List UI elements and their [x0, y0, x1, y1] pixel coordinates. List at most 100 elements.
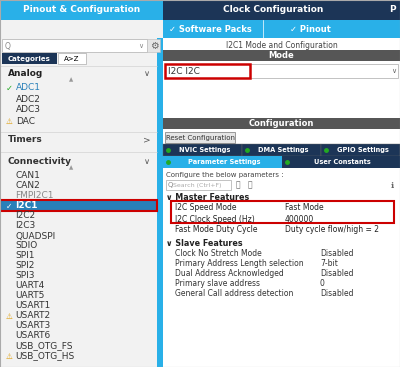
- Text: ⚠: ⚠: [6, 352, 13, 360]
- Bar: [321, 144, 400, 156]
- Text: Ⓡ: Ⓡ: [236, 181, 240, 189]
- Text: Parameter Settings: Parameter Settings: [188, 159, 260, 165]
- Text: GPIO Settings: GPIO Settings: [336, 147, 388, 153]
- Text: Clock Configuration: Clock Configuration: [223, 6, 324, 15]
- Text: Clock No Stretch Mode: Clock No Stretch Mode: [175, 248, 262, 258]
- Text: Disabled: Disabled: [320, 288, 354, 298]
- Text: Ⓢ: Ⓢ: [248, 181, 252, 189]
- Bar: [166, 180, 231, 190]
- Text: SPI3: SPI3: [15, 272, 34, 280]
- Text: ℹ: ℹ: [390, 181, 394, 189]
- Text: FMPI2C1: FMPI2C1: [15, 192, 54, 200]
- Bar: [163, 50, 400, 61]
- Text: ADC3: ADC3: [16, 105, 41, 115]
- Text: 7-bit: 7-bit: [320, 258, 338, 268]
- Text: ∨: ∨: [144, 69, 150, 77]
- Text: I2C1: I2C1: [15, 201, 38, 211]
- Text: I2C I2C: I2C I2C: [168, 66, 200, 76]
- Bar: [0, 20, 163, 38]
- Text: P: P: [389, 6, 395, 15]
- Text: 400000: 400000: [285, 214, 314, 224]
- Text: DAC: DAC: [16, 116, 35, 126]
- Text: 0: 0: [320, 279, 325, 287]
- Bar: [163, 0, 384, 20]
- Text: CAN1: CAN1: [15, 171, 40, 181]
- Text: ∨: ∨: [138, 43, 144, 49]
- Bar: [163, 144, 242, 156]
- Text: User Constants: User Constants: [314, 159, 371, 165]
- Bar: [0, 200, 157, 211]
- Text: ✓: ✓: [6, 84, 13, 92]
- Text: Fast Mode Duty Cycle: Fast Mode Duty Cycle: [175, 225, 258, 235]
- Bar: [282, 156, 400, 168]
- Bar: [0, 38, 163, 367]
- Text: I2C Speed Mode: I2C Speed Mode: [175, 203, 236, 212]
- Text: ∨ Slave Features: ∨ Slave Features: [166, 239, 243, 247]
- Text: Duty cycle flow/high = 2: Duty cycle flow/high = 2: [285, 225, 379, 235]
- Text: ADC1: ADC1: [16, 84, 41, 92]
- Text: USB_OTG_FS: USB_OTG_FS: [15, 342, 72, 350]
- Text: ∨: ∨: [144, 156, 150, 166]
- Text: SPI1: SPI1: [15, 251, 34, 261]
- Text: SDIO: SDIO: [15, 241, 37, 251]
- Bar: [163, 156, 282, 168]
- Text: USART6: USART6: [15, 331, 50, 341]
- Text: Primary slave address: Primary slave address: [175, 279, 260, 287]
- Text: I2C1 Mode and Configuration: I2C1 Mode and Configuration: [226, 40, 337, 50]
- Bar: [165, 64, 398, 78]
- Text: Categories: Categories: [8, 56, 50, 62]
- Text: UART5: UART5: [15, 291, 44, 301]
- Text: Reset Configuration: Reset Configuration: [166, 135, 234, 141]
- Bar: [165, 64, 250, 78]
- Text: USART3: USART3: [15, 321, 50, 331]
- Text: USART1: USART1: [15, 302, 50, 310]
- Text: ∨: ∨: [392, 68, 396, 74]
- Text: ⚙: ⚙: [150, 41, 158, 51]
- Text: Q: Q: [5, 41, 11, 51]
- Text: Analog: Analog: [8, 69, 43, 77]
- Text: UART4: UART4: [15, 281, 44, 291]
- Text: I2C2: I2C2: [15, 211, 35, 221]
- Text: Timers: Timers: [8, 135, 43, 145]
- Text: Configure the below parameters :: Configure the below parameters :: [166, 172, 284, 178]
- Bar: [163, 118, 400, 129]
- Text: Pinout & Configuration: Pinout & Configuration: [23, 6, 140, 15]
- Text: ✓ Software Packs: ✓ Software Packs: [169, 25, 251, 33]
- Text: ✓: ✓: [6, 201, 12, 211]
- Bar: [384, 20, 400, 38]
- Bar: [2, 39, 147, 52]
- Text: QUADSPI: QUADSPI: [15, 232, 55, 240]
- Text: NVIC Settings: NVIC Settings: [179, 147, 230, 153]
- Text: Disabled: Disabled: [320, 269, 354, 277]
- Text: ∨ Master Features: ∨ Master Features: [166, 193, 249, 201]
- Text: ADC2: ADC2: [16, 94, 41, 103]
- Bar: [384, 0, 400, 20]
- Text: Configuration: Configuration: [249, 120, 314, 128]
- Bar: [165, 132, 235, 143]
- Text: Mode: Mode: [269, 51, 294, 61]
- Text: CAN2: CAN2: [15, 182, 40, 190]
- Text: ▲: ▲: [69, 77, 73, 83]
- Text: USB_OTG_HS: USB_OTG_HS: [15, 352, 74, 360]
- Text: Q: Q: [168, 182, 173, 188]
- Text: ▲: ▲: [69, 166, 73, 171]
- Text: Dual Address Acknowledged: Dual Address Acknowledged: [175, 269, 284, 277]
- Bar: [0, 0, 163, 20]
- Bar: [163, 20, 400, 38]
- Bar: [242, 144, 321, 156]
- Text: Connectivity: Connectivity: [8, 156, 72, 166]
- Text: A>Z: A>Z: [64, 56, 80, 62]
- Text: I2C Clock Speed (Hz): I2C Clock Speed (Hz): [175, 214, 255, 224]
- Bar: [157, 38, 163, 367]
- Text: ⚠: ⚠: [6, 116, 13, 126]
- Text: >: >: [143, 135, 151, 145]
- Text: ✓ Pinout: ✓ Pinout: [290, 25, 330, 33]
- Text: Fast Mode: Fast Mode: [285, 203, 324, 212]
- Text: SPI2: SPI2: [15, 262, 34, 270]
- Text: I2C3: I2C3: [15, 222, 35, 230]
- Text: Primary Address Length selection: Primary Address Length selection: [175, 258, 304, 268]
- Bar: [163, 38, 400, 367]
- Text: Disabled: Disabled: [320, 248, 354, 258]
- Text: General Call address detection: General Call address detection: [175, 288, 293, 298]
- Text: USART2: USART2: [15, 312, 50, 320]
